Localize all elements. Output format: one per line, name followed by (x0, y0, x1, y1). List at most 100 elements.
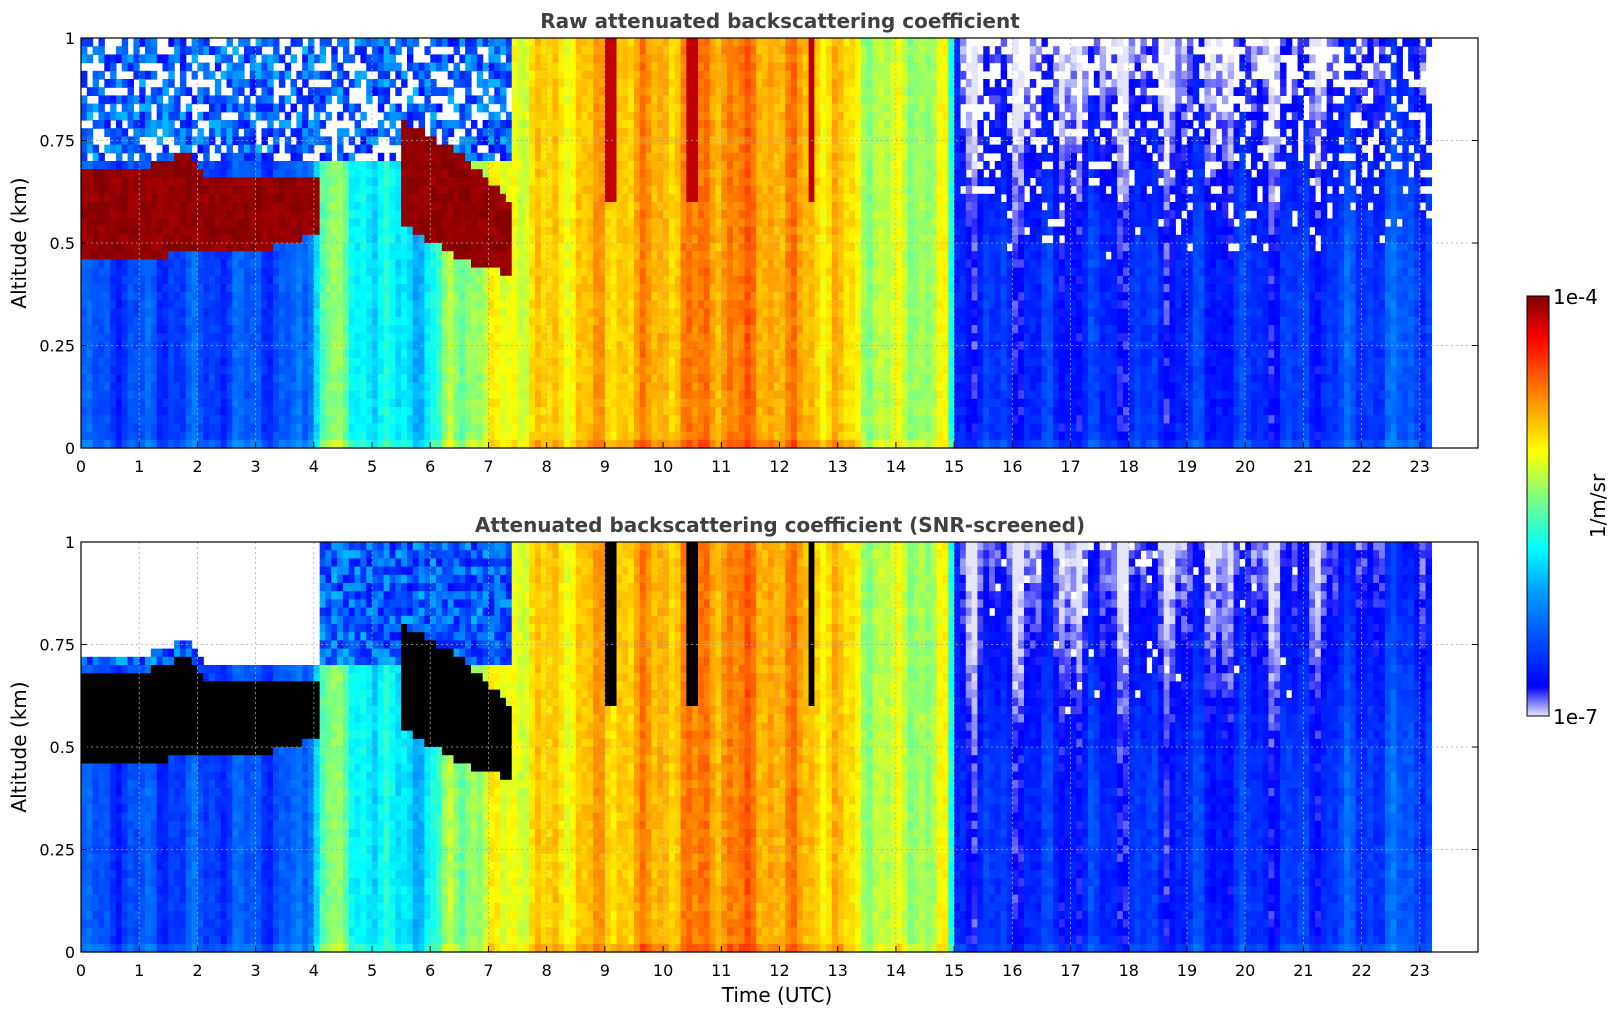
heatmap-cell (151, 407, 157, 416)
heatmap-cell (488, 440, 494, 449)
heatmap-cell (320, 432, 326, 441)
heatmap-cell (611, 325, 617, 334)
heatmap-cell (692, 202, 698, 211)
heatmap-cell (407, 169, 413, 178)
heatmap-cell (593, 46, 599, 55)
heatmap-cell (628, 284, 634, 293)
heatmap-cell (576, 235, 582, 244)
heatmap-cell (459, 169, 465, 178)
heatmap-cell (331, 79, 337, 88)
heatmap-cell (500, 128, 506, 137)
heatmap-cell (459, 423, 465, 432)
heatmap-cell (663, 440, 669, 449)
heatmap-cell (360, 177, 366, 186)
heatmap-cell (238, 268, 244, 277)
heatmap-cell (570, 177, 576, 186)
heatmap-cell (314, 218, 320, 227)
heatmap-cell (314, 284, 320, 293)
heatmap-cell (547, 227, 553, 236)
heatmap-cell (291, 227, 297, 236)
heatmap-cell (197, 112, 203, 121)
heatmap-cell (139, 210, 145, 219)
heatmap-cell (640, 300, 646, 309)
heatmap-cell (98, 317, 104, 326)
heatmap-cell (552, 399, 558, 408)
heatmap-cell (209, 259, 215, 268)
heatmap-cell (128, 259, 134, 268)
heatmap-cell (611, 382, 617, 391)
heatmap-cell (355, 284, 361, 293)
heatmap-cell (390, 415, 396, 424)
heatmap-cell (145, 423, 151, 432)
heatmap-cell (448, 87, 454, 96)
heatmap-cell (232, 186, 238, 195)
heatmap-cell (296, 325, 302, 334)
heatmap-cell (174, 292, 180, 301)
heatmap-cell (180, 38, 186, 47)
heatmap-cell (582, 112, 588, 121)
heatmap-cell (611, 79, 617, 88)
heatmap-cell (390, 153, 396, 162)
heatmap-cell (413, 284, 419, 293)
heatmap-cell (87, 407, 93, 416)
heatmap-cell (372, 169, 378, 178)
heatmap-cell (320, 259, 326, 268)
heatmap-cell (273, 333, 279, 342)
heatmap-cell (587, 440, 593, 449)
heatmap-cell (110, 292, 116, 301)
heatmap-cell (337, 440, 343, 449)
heatmap-cell (197, 284, 203, 293)
heatmap-cell (494, 54, 500, 63)
heatmap-cell (168, 300, 174, 309)
heatmap-cell (686, 268, 692, 277)
heatmap-cell (640, 153, 646, 162)
heatmap-cell (302, 268, 308, 277)
heatmap-cell (704, 161, 710, 170)
heatmap-cell (494, 161, 500, 170)
heatmap-cell (698, 120, 704, 129)
heatmap-cell (459, 251, 465, 260)
heatmap-cell (407, 432, 413, 441)
heatmap-cell (651, 276, 657, 285)
heatmap-cell (157, 54, 163, 63)
heatmap-cell (698, 259, 704, 268)
heatmap-cell (180, 292, 186, 301)
heatmap-cell (494, 95, 500, 104)
heatmap-cell (145, 259, 151, 268)
heatmap-cell (331, 440, 337, 449)
heatmap-cell (180, 399, 186, 408)
heatmap-cell (675, 300, 681, 309)
heatmap-cell (128, 268, 134, 277)
heatmap-cell (401, 120, 407, 129)
heatmap-cell (168, 79, 174, 88)
heatmap-cell (244, 333, 250, 342)
heatmap-cell (209, 120, 215, 129)
heatmap-cell (436, 276, 442, 285)
heatmap-cell (314, 423, 320, 432)
heatmap-cell (128, 341, 134, 350)
heatmap-cell (675, 227, 681, 236)
heatmap-cell (168, 382, 174, 391)
heatmap-cell (227, 194, 233, 203)
heatmap-cell (209, 300, 215, 309)
heatmap-cell (81, 325, 87, 334)
heatmap-cell (570, 46, 576, 55)
heatmap-cell (197, 235, 203, 244)
heatmap-cell (646, 440, 652, 449)
heatmap-cell (273, 202, 279, 211)
heatmap-cell (291, 79, 297, 88)
heatmap-cell (640, 169, 646, 178)
heatmap-cell (221, 358, 227, 367)
heatmap-cell (634, 112, 640, 121)
heatmap-cell (162, 432, 168, 441)
heatmap-cell (174, 366, 180, 375)
heatmap-cell (197, 194, 203, 203)
heatmap-cell (518, 128, 524, 137)
heatmap-cell (430, 391, 436, 400)
heatmap-cell (628, 202, 634, 211)
heatmap-cell (261, 415, 267, 424)
heatmap-cell (256, 423, 262, 432)
heatmap-cell (704, 104, 710, 113)
heatmap-cell (279, 309, 285, 318)
heatmap-cell (506, 186, 512, 195)
